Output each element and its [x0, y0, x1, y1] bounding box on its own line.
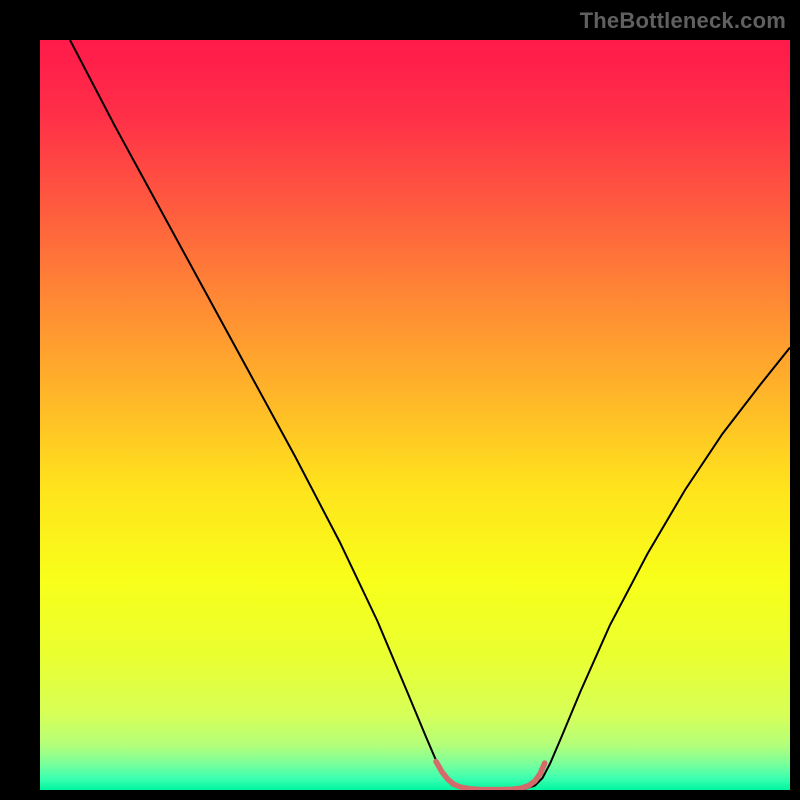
curve-layer	[40, 40, 790, 790]
chart-canvas: TheBottleneck.com	[0, 0, 800, 800]
plot-area	[40, 40, 790, 790]
optimal-range-marker	[436, 762, 545, 790]
watermark-text: TheBottleneck.com	[580, 8, 786, 34]
bottleneck-curve	[70, 40, 790, 790]
